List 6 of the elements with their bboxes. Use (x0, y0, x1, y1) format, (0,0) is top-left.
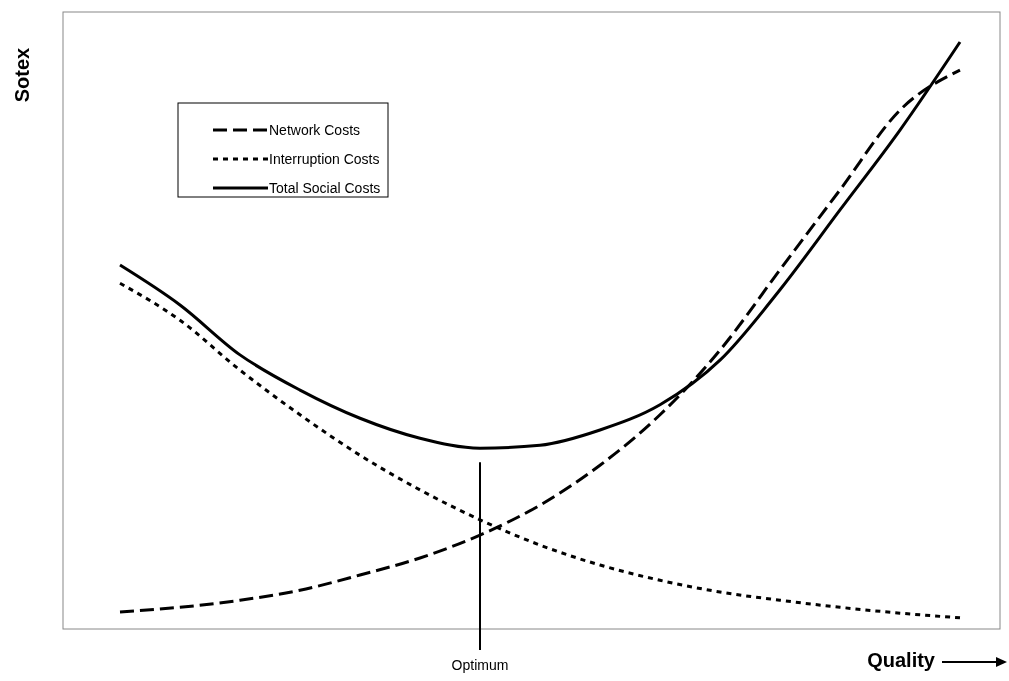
text: Optimum (451, 657, 509, 673)
legend-label: Interruption Costs (269, 151, 380, 167)
y-axis-title: Sotex (11, 47, 33, 103)
legend-label: Network Costs (269, 122, 361, 138)
x-axis-title: Quality (867, 649, 936, 671)
legend-label: Total Social Costs (269, 180, 381, 196)
